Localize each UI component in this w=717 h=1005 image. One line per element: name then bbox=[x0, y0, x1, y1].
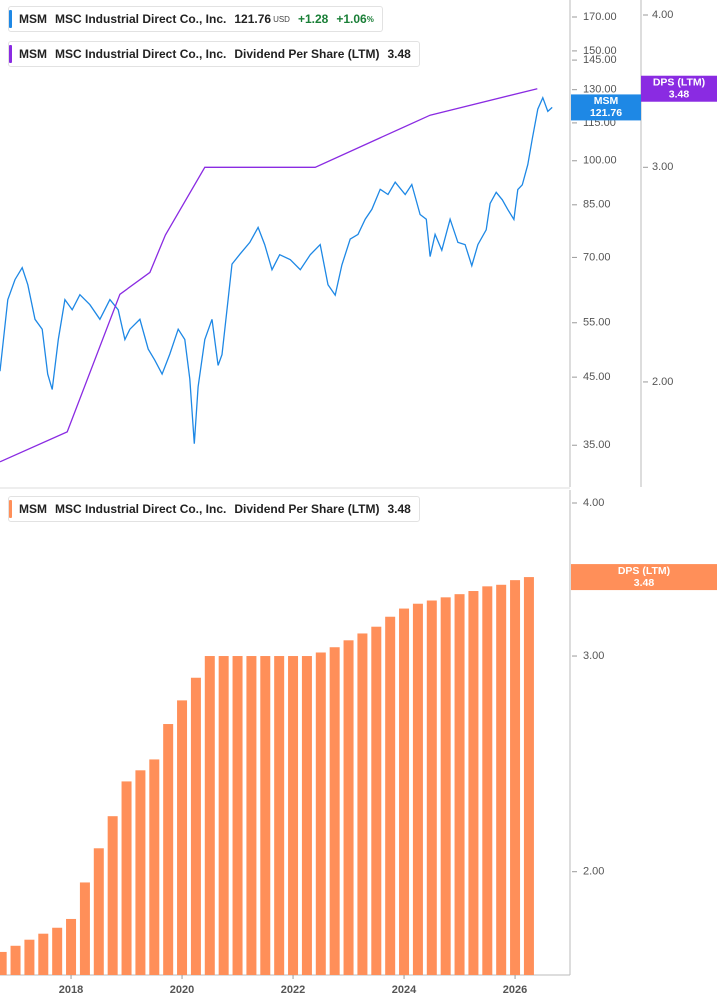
bar bbox=[190, 677, 201, 975]
bar bbox=[412, 603, 423, 975]
legend-ticker: MSM bbox=[19, 502, 47, 516]
bar bbox=[163, 724, 174, 975]
bar bbox=[426, 600, 437, 975]
bar bbox=[288, 656, 299, 975]
legend-currency: USD bbox=[273, 14, 290, 24]
legend-change-pct: +1.06 bbox=[336, 12, 367, 26]
y-tick-label: 85.00 bbox=[583, 199, 611, 211]
bar bbox=[204, 656, 215, 975]
legend-price-value: 121.76 bbox=[234, 12, 272, 26]
bar bbox=[93, 848, 104, 975]
legend-pct-unit: % bbox=[366, 14, 374, 24]
bar bbox=[343, 640, 354, 975]
y-tick-label: 35.00 bbox=[583, 439, 611, 451]
x-tick-label: 2022 bbox=[281, 984, 305, 996]
x-tick-label: 2024 bbox=[392, 984, 417, 996]
x-tick-label: 2026 bbox=[503, 984, 527, 996]
bar bbox=[79, 882, 90, 975]
badge-label: DPS (LTM) bbox=[653, 77, 705, 89]
legend-company: MSC Industrial Direct Co., Inc. bbox=[55, 502, 227, 516]
y-tick-label: 3.00 bbox=[583, 650, 604, 662]
y-tick-label: 130.00 bbox=[583, 84, 617, 96]
y2-tick-label: 2.00 bbox=[652, 376, 673, 388]
legend-swatch bbox=[9, 10, 12, 28]
y-tick-label: 55.00 bbox=[583, 317, 611, 329]
badge-label: DPS (LTM) bbox=[618, 565, 670, 577]
bar bbox=[246, 656, 257, 975]
bar bbox=[496, 584, 507, 975]
bar bbox=[468, 591, 479, 975]
bar bbox=[260, 656, 271, 975]
bar bbox=[149, 759, 160, 975]
y-tick-label: 4.00 bbox=[583, 497, 604, 509]
legend-value: 3.48 bbox=[387, 502, 411, 516]
bar bbox=[177, 700, 188, 975]
bar bbox=[301, 656, 312, 975]
legend-swatch bbox=[9, 500, 12, 518]
y-tick-label: 100.00 bbox=[583, 155, 617, 167]
axis-badge bbox=[571, 564, 717, 591]
bar bbox=[482, 586, 493, 975]
bar bbox=[232, 656, 243, 975]
bar bbox=[0, 951, 7, 975]
bar bbox=[399, 608, 410, 975]
badge-value: 121.76 bbox=[590, 107, 622, 119]
legend-value: 3.48 bbox=[387, 47, 411, 61]
legend-dps: MSM MSC Industrial Direct Co., Inc. Divi… bbox=[8, 41, 420, 67]
bar bbox=[66, 918, 77, 975]
bar bbox=[454, 594, 465, 975]
bar bbox=[52, 927, 63, 975]
bar bbox=[315, 652, 326, 975]
legend-company: MSC Industrial Direct Co., Inc. bbox=[55, 47, 227, 61]
bar bbox=[357, 633, 368, 975]
legend-dps-bars: MSM MSC Industrial Direct Co., Inc. Divi… bbox=[8, 496, 420, 522]
badge-label: MSM bbox=[594, 95, 619, 107]
legend-metric: Dividend Per Share (LTM) bbox=[234, 47, 380, 61]
legend-ticker: MSM bbox=[19, 47, 47, 61]
x-tick-label: 2018 bbox=[59, 984, 83, 996]
line-series bbox=[0, 88, 538, 463]
bar bbox=[329, 647, 340, 975]
y-tick-label: 150.00 bbox=[583, 45, 617, 57]
bar bbox=[10, 945, 21, 975]
axis-badge bbox=[571, 94, 641, 121]
y-tick-label: 2.00 bbox=[583, 866, 604, 878]
legend-metric: Dividend Per Share (LTM) bbox=[234, 502, 380, 516]
line-series bbox=[0, 95, 553, 444]
legend-change: +1.28 bbox=[297, 12, 329, 26]
y-tick-label: 70.00 bbox=[583, 251, 611, 263]
bar bbox=[274, 656, 285, 975]
badge-value: 3.48 bbox=[669, 89, 690, 101]
bar bbox=[107, 816, 118, 975]
bar bbox=[121, 781, 132, 975]
axis-badge bbox=[641, 75, 717, 102]
legend-company: MSC Industrial Direct Co., Inc. bbox=[55, 12, 227, 26]
legend-ticker: MSM bbox=[19, 12, 47, 26]
bar bbox=[523, 577, 534, 975]
bar bbox=[135, 770, 146, 975]
badge-value: 3.48 bbox=[634, 577, 655, 589]
bar bbox=[510, 580, 521, 975]
bar bbox=[38, 933, 49, 975]
bar bbox=[385, 616, 396, 975]
legend-swatch bbox=[9, 45, 12, 63]
y-tick-label: 145.00 bbox=[583, 54, 617, 66]
bar bbox=[371, 626, 382, 975]
x-tick-label: 2020 bbox=[170, 984, 194, 996]
legend-price: MSM MSC Industrial Direct Co., Inc. 121.… bbox=[8, 6, 383, 32]
y-tick-label: 45.00 bbox=[583, 371, 611, 383]
y2-tick-label: 4.00 bbox=[652, 9, 673, 21]
bar bbox=[218, 656, 229, 975]
y-tick-label: 170.00 bbox=[583, 11, 617, 23]
bar bbox=[24, 939, 35, 975]
bar bbox=[440, 597, 451, 975]
y2-tick-label: 3.00 bbox=[652, 161, 673, 173]
